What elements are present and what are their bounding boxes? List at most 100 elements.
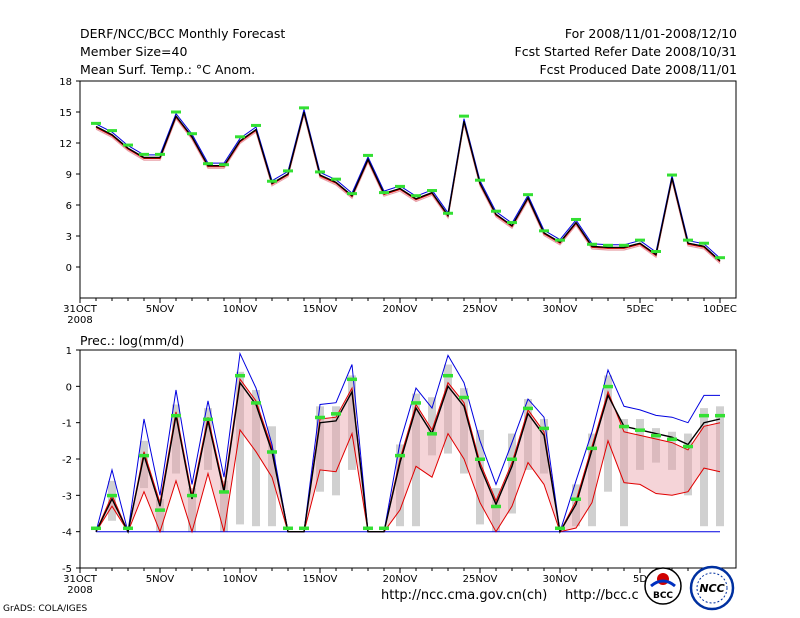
precip-range-bar — [252, 389, 260, 527]
precip-range-bar — [396, 444, 404, 527]
precip-range-bar — [172, 404, 180, 474]
precip-green-marker — [203, 417, 213, 422]
x-tick-label: 5NOV — [146, 574, 175, 585]
precip-range-bar — [140, 440, 148, 489]
grads-credit: GrADS: COLA/IGES — [3, 604, 88, 614]
precip-range-bar — [268, 426, 276, 527]
precip-green-marker — [443, 373, 453, 378]
precip-green-marker — [235, 373, 245, 378]
y-tick-label: 6 — [66, 201, 72, 212]
y-tick-label: -2 — [62, 455, 72, 466]
precip-green-marker — [411, 401, 421, 405]
precip-green-marker — [555, 526, 565, 531]
precip-title: Prec.: log(mm/d) — [80, 333, 184, 348]
x-tick-label: 25NOV — [463, 574, 498, 585]
x-tick-label: 20NOV — [383, 574, 418, 585]
precip-range-bar — [460, 388, 468, 474]
precip-green-marker — [123, 526, 133, 531]
precip-green-marker — [315, 415, 325, 420]
precip-range-bar — [492, 488, 500, 532]
precip-range-bar — [668, 431, 676, 470]
y-tick-label: 15 — [59, 108, 72, 119]
y-tick-label: 0 — [66, 382, 72, 393]
x-year-label: 2008 — [67, 585, 92, 596]
temp-green-marker — [363, 153, 373, 157]
x-tick-label: 31OCT — [63, 574, 98, 585]
precip-green-marker — [299, 526, 309, 531]
temp-green-marker — [251, 123, 261, 127]
x-tick-label: 25NOV — [463, 304, 498, 315]
temp-green-marker — [347, 192, 357, 196]
temp-green-marker — [555, 238, 565, 242]
precip-green-marker — [683, 444, 693, 449]
precip-green-marker — [251, 401, 261, 405]
temp-green-marker — [443, 211, 453, 215]
precip-range-bar — [636, 419, 644, 470]
y-tick-label: 0 — [66, 263, 72, 274]
precip-range-bar — [540, 419, 548, 474]
x-tick-label: 10NOV — [223, 304, 258, 315]
precip-spread-area — [96, 379, 720, 532]
precip-green-marker — [379, 526, 389, 531]
y-tick-label: 3 — [66, 232, 72, 243]
precip-range-bar — [444, 364, 452, 454]
precip-range-bar — [508, 433, 516, 514]
temp-green-marker — [539, 229, 549, 233]
temp-green-marker — [299, 106, 309, 110]
precip-green-marker — [459, 395, 469, 400]
y-tick-label: 18 — [59, 77, 72, 88]
temp-green-marker — [523, 193, 533, 197]
precip-green-marker — [571, 497, 581, 501]
precip-green-marker — [587, 446, 597, 451]
y-tick-label: 12 — [59, 139, 72, 150]
precip-green-marker — [283, 526, 293, 531]
precip-range-bar — [476, 429, 484, 525]
precip-green-marker — [539, 426, 549, 431]
temp-mean-line — [95, 111, 721, 262]
precip-range-bar — [204, 408, 212, 470]
temp-green-marker — [155, 152, 165, 156]
temp-green-marker — [411, 194, 421, 198]
precip-range-bar — [524, 399, 532, 470]
y-tick-label: -4 — [62, 528, 72, 539]
x-tick-label: 30NOV — [543, 574, 578, 585]
temp-green-marker — [667, 173, 677, 177]
x-year-label: 2008 — [67, 315, 92, 326]
temp-green-marker — [699, 241, 709, 245]
footer-url-bcc[interactable]: http://bcc.c — [565, 588, 639, 603]
temp-green-marker — [283, 169, 293, 173]
precip-green-marker — [427, 432, 437, 436]
temp-green-marker — [571, 217, 581, 221]
temp-green-marker — [187, 132, 197, 136]
temp-green-marker — [395, 184, 405, 188]
precip-green-marker — [91, 526, 101, 531]
precip-range-bar — [220, 480, 228, 532]
y-tick-label: 9 — [66, 170, 72, 181]
temp-green-marker — [635, 238, 645, 242]
x-tick-label: 5NOV — [146, 304, 175, 315]
precip-green-marker — [667, 437, 677, 442]
precip-green-marker — [491, 504, 501, 509]
bcc-logo: BCC — [644, 567, 682, 605]
temp-green-marker — [651, 250, 661, 253]
temp-green-marker — [507, 221, 517, 225]
precip-range-bar — [700, 408, 708, 527]
temp-green-marker — [619, 243, 629, 247]
member-size-label: Member Size=40 — [80, 44, 188, 59]
temp-green-marker — [139, 152, 149, 156]
temp-green-marker — [587, 242, 597, 246]
precip-range-bar — [652, 428, 660, 463]
precip-green-marker — [635, 428, 645, 432]
precip-green-marker — [715, 413, 725, 418]
precip-range-bar — [188, 488, 196, 532]
plot-frame — [79, 80, 737, 299]
precip-green-marker — [507, 457, 517, 461]
precip-range-bar — [604, 375, 612, 492]
temp-green-marker — [171, 110, 181, 114]
precip-green-marker — [107, 493, 117, 498]
precip-green-marker — [331, 412, 341, 416]
precip-green-marker — [475, 457, 485, 461]
footer-url-ncc[interactable]: http://ncc.cma.gov.cn(ch) — [381, 588, 548, 603]
